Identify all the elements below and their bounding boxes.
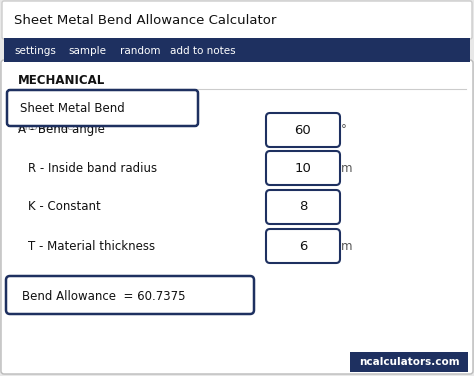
Text: 10: 10 bbox=[294, 162, 311, 174]
Text: T - Material thickness: T - Material thickness bbox=[28, 240, 155, 253]
Text: Bend Allowance  = 60.7375: Bend Allowance = 60.7375 bbox=[22, 290, 185, 303]
Text: Sheet Metal Bend: Sheet Metal Bend bbox=[20, 103, 125, 115]
Text: settings: settings bbox=[14, 46, 56, 56]
Text: K - Constant: K - Constant bbox=[28, 200, 101, 214]
FancyBboxPatch shape bbox=[6, 276, 254, 314]
Text: ncalculators.com: ncalculators.com bbox=[359, 357, 459, 367]
Text: R - Inside band radius: R - Inside band radius bbox=[28, 162, 157, 174]
FancyBboxPatch shape bbox=[266, 113, 340, 147]
Text: A - Bend angle: A - Bend angle bbox=[18, 123, 105, 136]
FancyBboxPatch shape bbox=[7, 90, 198, 126]
FancyBboxPatch shape bbox=[266, 190, 340, 224]
Text: Sheet Metal Bend Allowance Calculator: Sheet Metal Bend Allowance Calculator bbox=[14, 15, 276, 27]
Text: random: random bbox=[120, 46, 161, 56]
Text: 60: 60 bbox=[295, 123, 311, 136]
Bar bbox=[4, 38, 470, 62]
Text: m: m bbox=[341, 240, 353, 253]
FancyBboxPatch shape bbox=[2, 1, 472, 39]
Bar bbox=[350, 352, 468, 372]
Text: sample: sample bbox=[68, 46, 106, 56]
Text: m: m bbox=[341, 162, 353, 174]
Text: °: ° bbox=[341, 123, 347, 136]
FancyBboxPatch shape bbox=[266, 229, 340, 263]
Text: add to notes: add to notes bbox=[170, 46, 236, 56]
Text: 6: 6 bbox=[299, 240, 307, 253]
Text: 8: 8 bbox=[299, 200, 307, 214]
Text: Allowance: Allowance bbox=[18, 122, 75, 132]
FancyBboxPatch shape bbox=[1, 60, 473, 374]
FancyBboxPatch shape bbox=[266, 151, 340, 185]
Text: MECHANICAL: MECHANICAL bbox=[18, 74, 105, 88]
